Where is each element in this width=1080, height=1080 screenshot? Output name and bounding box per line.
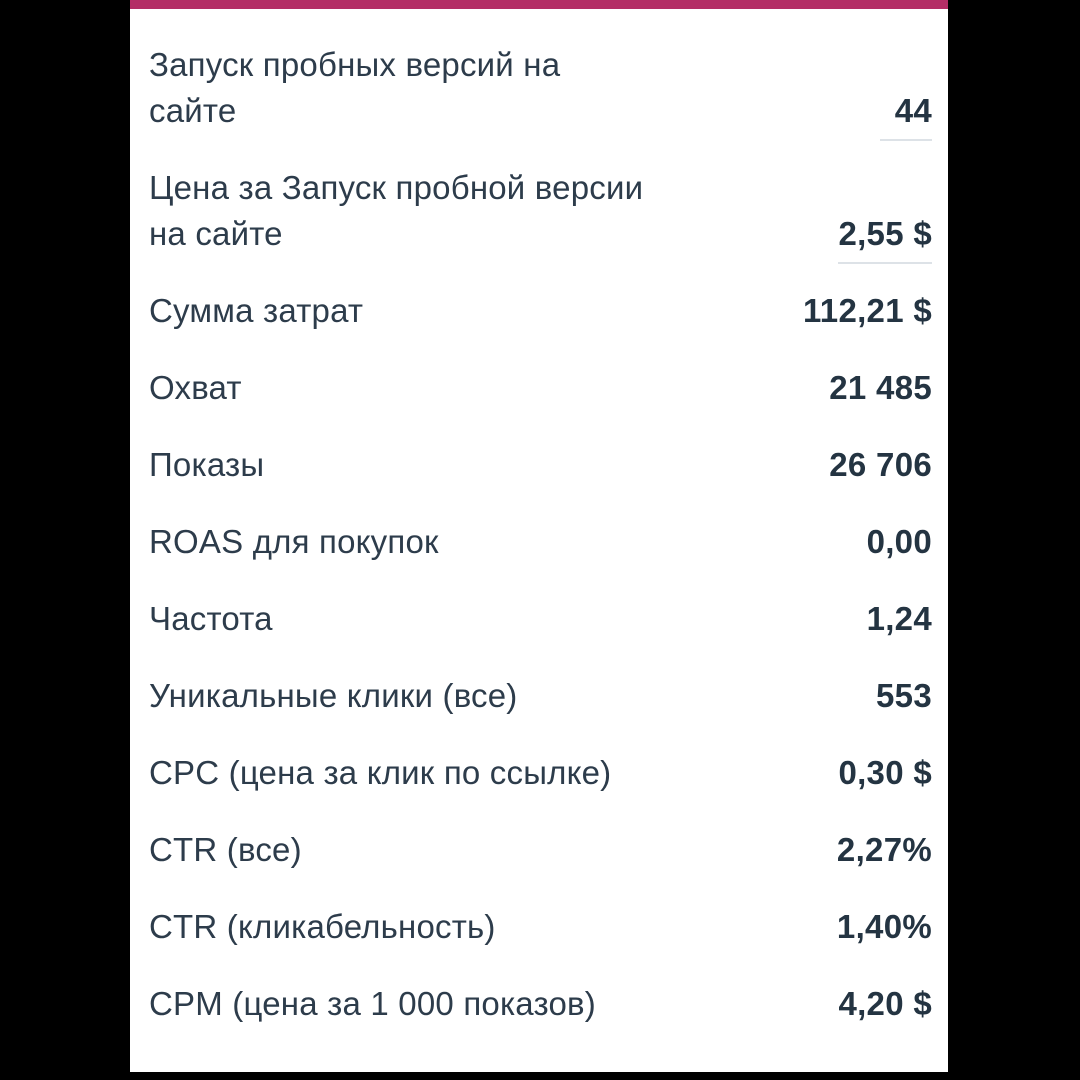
metric-label: CPM (цена за 1 000 показов)	[149, 985, 596, 1022]
metric-value: 0,00	[866, 523, 932, 560]
metric-value: 21 485	[829, 369, 932, 406]
metric-value[interactable]: 44	[880, 88, 932, 141]
metric-label: CTR (кликабельность)	[149, 908, 496, 945]
metric-value: 26 706	[829, 446, 932, 483]
metric-row: CPC (цена за клик по ссылке) 0,30 $	[149, 750, 932, 796]
metric-value: 1,24	[866, 600, 932, 637]
metric-value: 553	[876, 677, 932, 714]
metric-label: Частота	[149, 600, 273, 637]
metric-label: Запуск пробных версий на сайте	[149, 46, 561, 129]
metric-row: Показы 26 706	[149, 442, 932, 488]
metric-row: Сумма затрат 112,21 $	[149, 288, 932, 334]
metric-label: Охват	[149, 369, 242, 406]
metric-row: Цена за Запуск пробной версии на сайте 2…	[149, 165, 932, 264]
metric-row: CTR (кликабельность) 1,40%	[149, 904, 932, 950]
metric-label: Показы	[149, 446, 265, 483]
metrics-list: Запуск пробных версий на сайте 44 Цена з…	[130, 9, 948, 1027]
metric-value: 112,21 $	[802, 292, 932, 329]
metric-value: 4,20 $	[838, 985, 932, 1022]
metric-label: CPC (цена за клик по ссылке)	[149, 754, 612, 791]
metric-value[interactable]: 2,55 $	[838, 211, 932, 264]
metric-label: Сумма затрат	[149, 292, 364, 329]
metric-row: Уникальные клики (все) 553	[149, 673, 932, 719]
metric-row: CTR (все) 2,27%	[149, 827, 932, 873]
metric-row: Охват 21 485	[149, 365, 932, 411]
metric-label: Уникальные клики (все)	[149, 677, 518, 714]
metrics-panel: Запуск пробных версий на сайте 44 Цена з…	[130, 0, 948, 1072]
metric-label: ROAS для покупок	[149, 523, 439, 560]
metric-row: CPM (цена за 1 000 показов) 4,20 $	[149, 981, 932, 1027]
metric-value: 0,30 $	[838, 754, 932, 791]
accent-top-bar	[130, 0, 948, 9]
metric-value: 2,27%	[836, 831, 932, 868]
metric-row: ROAS для покупок 0,00	[149, 519, 932, 565]
metric-value: 1,40%	[836, 908, 932, 945]
metric-label: Цена за Запуск пробной версии на сайте	[149, 169, 644, 252]
metric-row: Частота 1,24	[149, 596, 932, 642]
metric-row: Запуск пробных версий на сайте 44	[149, 42, 932, 141]
metric-label: CTR (все)	[149, 831, 302, 868]
